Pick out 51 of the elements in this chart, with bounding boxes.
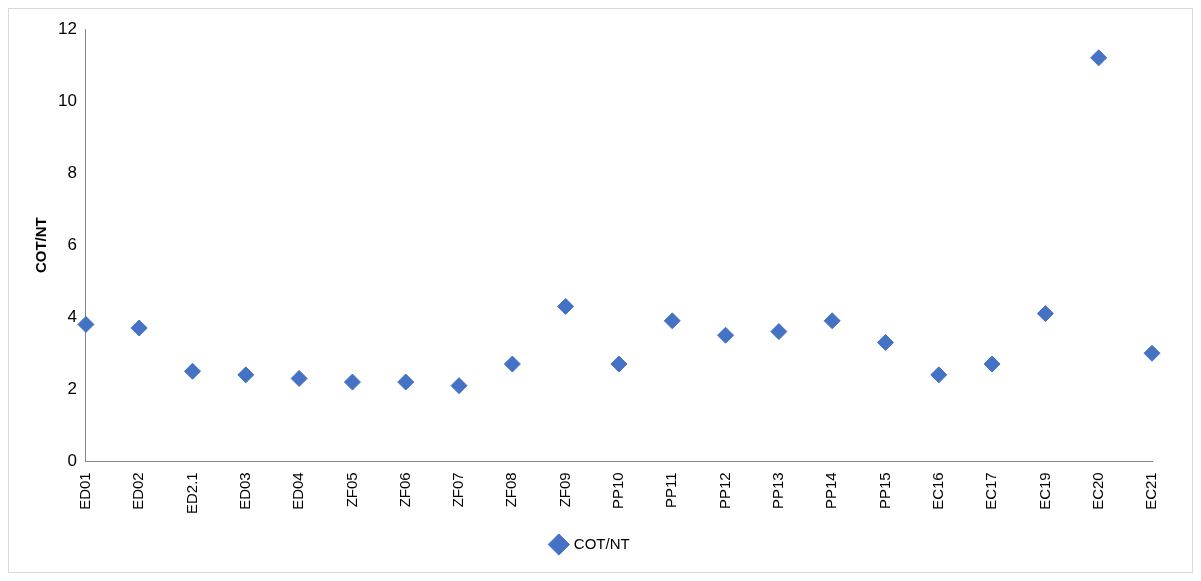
x-tick-label: PP10 (609, 472, 627, 510)
point (184, 362, 202, 380)
x-tick-label: PP15 (875, 472, 893, 510)
x-tick-label: ZF05 (342, 472, 360, 508)
x-tick-label: PP12 (715, 472, 733, 510)
x-tick-label: ZF08 (502, 472, 520, 508)
y-axis-title: COT/NT (32, 217, 50, 274)
x-tick-label: ZF06 (395, 472, 413, 508)
point (823, 312, 841, 330)
y-tick-label: 2 (67, 378, 77, 398)
y-tick-label: 12 (57, 18, 77, 38)
legend-label: COT/NT (573, 534, 630, 552)
x-tick-label: EC16 (928, 472, 946, 510)
x-tick-label: PP13 (769, 472, 787, 510)
point (663, 312, 681, 330)
y-tick-label: 6 (67, 234, 77, 254)
y-tick-label: 4 (67, 306, 77, 326)
point (717, 326, 735, 344)
y-tick-label: 10 (57, 90, 77, 110)
point (610, 355, 628, 373)
x-tick-label: PP11 (662, 472, 680, 508)
point (930, 366, 948, 384)
point (503, 355, 521, 373)
point (1090, 49, 1108, 67)
y-tick-label: 0 (67, 451, 77, 470)
point (290, 369, 308, 387)
point (343, 373, 361, 391)
point (876, 333, 894, 351)
point (1036, 305, 1054, 323)
y-tick-label: 8 (67, 162, 77, 182)
point (237, 366, 255, 384)
point (77, 315, 95, 333)
x-tick-label: PP14 (822, 472, 840, 510)
x-tick-label: EC20 (1088, 472, 1106, 510)
x-tick-label: EC19 (1035, 472, 1053, 510)
x-tick-label: EC17 (982, 472, 1000, 510)
point (983, 355, 1001, 373)
point (450, 377, 468, 395)
point (770, 323, 788, 341)
point (557, 297, 575, 315)
x-tick-label: ED01 (76, 472, 94, 510)
x-tick-label: ZF07 (449, 472, 467, 508)
x-tick-label: EC21 (1142, 472, 1160, 510)
point (1143, 344, 1161, 362)
x-tick-label: ED02 (129, 472, 147, 510)
point (397, 373, 415, 391)
x-tick-label: ED2.1 (182, 472, 200, 515)
x-tick-label: ED04 (289, 472, 307, 510)
point (130, 319, 148, 337)
x-tick-label: ED03 (235, 472, 253, 510)
x-tick-label: ZF09 (555, 472, 573, 508)
